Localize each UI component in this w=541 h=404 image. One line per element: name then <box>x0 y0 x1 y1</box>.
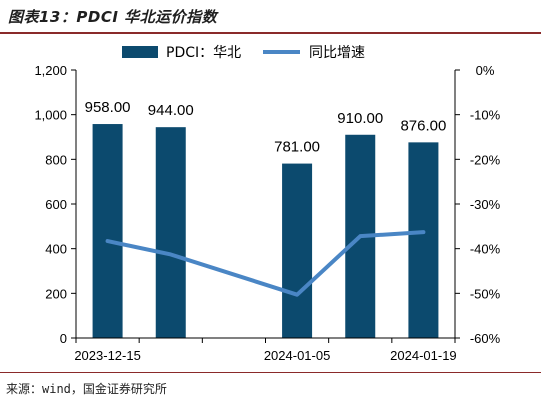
left-axis-tick-label: 0 <box>60 331 67 346</box>
x-axis: 2023-12-15 2024-01-05 2024-01-19 <box>74 337 457 363</box>
left-axis: 0 200 400 600 800 1,000 1,200 <box>34 63 77 346</box>
bar <box>408 142 439 338</box>
right-axis: 0% -10% -20% -30% -40% -50% -60% <box>454 63 501 346</box>
right-axis-tick-label: -40% <box>470 242 501 257</box>
bar-data-labels: 958.00 944.00 781.00 910.00 876.00 <box>85 99 447 156</box>
left-axis-tick-label: 200 <box>45 286 67 301</box>
x-axis-tick-label: 2024-01-19 <box>390 348 457 363</box>
right-axis-tick-label: -20% <box>470 152 501 167</box>
line-series <box>105 230 426 297</box>
bar-data-label: 944.00 <box>148 102 194 119</box>
left-axis-tick-label: 600 <box>45 197 67 212</box>
source-note: 来源：wind，国金证券研究所 <box>6 382 167 396</box>
bar-data-label: 876.00 <box>400 117 446 134</box>
bar-data-label: 910.00 <box>337 110 383 127</box>
left-axis-tick-label: 800 <box>45 152 67 167</box>
title-divider <box>0 32 541 34</box>
bar-series <box>92 124 439 339</box>
left-axis-tick-label: 1,200 <box>34 63 67 78</box>
right-axis-tick-label: -10% <box>470 108 501 123</box>
bar-data-label: 958.00 <box>85 99 131 116</box>
chart-title: 图表13：PDCI 华北运价指数 <box>8 8 218 26</box>
right-axis-tick-label: -60% <box>470 331 501 346</box>
bar <box>155 127 186 338</box>
bar-data-label: 781.00 <box>274 139 320 156</box>
source-divider <box>0 372 541 373</box>
legend: PDCI：华北 同比增速 <box>122 45 365 61</box>
legend-swatch-bar <box>122 46 158 58</box>
x-axis-tick-label: 2023-12-15 <box>74 348 141 363</box>
right-axis-tick-label: 0% <box>476 63 495 78</box>
right-axis-tick-label: -50% <box>470 286 501 301</box>
x-axis-tick-label: 2024-01-05 <box>264 348 331 363</box>
legend-label-bar: PDCI：华北 <box>166 45 241 61</box>
series-line <box>105 230 426 297</box>
bar <box>282 163 313 338</box>
left-axis-tick-label: 1,000 <box>34 108 67 123</box>
right-axis-tick-label: -30% <box>470 197 501 212</box>
left-axis-tick-label: 400 <box>45 242 67 257</box>
legend-label-line: 同比增速 <box>309 45 365 61</box>
bar <box>92 124 123 339</box>
